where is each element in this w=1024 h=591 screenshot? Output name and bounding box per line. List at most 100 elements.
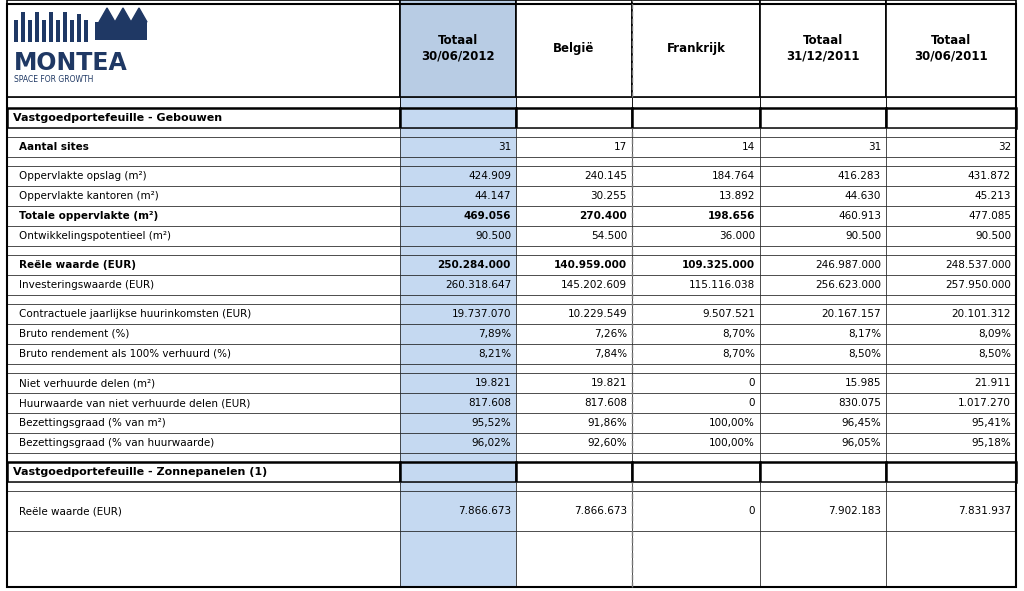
Bar bbox=[95, 22, 147, 40]
Text: 13.892: 13.892 bbox=[719, 191, 755, 201]
Text: 19.821: 19.821 bbox=[591, 378, 627, 388]
Text: 7.866.673: 7.866.673 bbox=[573, 506, 627, 516]
Bar bbox=[760, 413, 886, 433]
Bar bbox=[632, 0, 760, 97]
Bar bbox=[886, 108, 1016, 128]
Bar bbox=[760, 364, 886, 373]
Bar bbox=[7, 97, 400, 108]
Bar bbox=[760, 373, 886, 393]
Bar bbox=[632, 304, 760, 324]
Text: 30.255: 30.255 bbox=[591, 191, 627, 201]
Bar bbox=[886, 433, 1016, 453]
Bar bbox=[516, 275, 632, 295]
Text: 477.085: 477.085 bbox=[968, 211, 1011, 221]
Text: MONTEA: MONTEA bbox=[14, 51, 128, 75]
Bar bbox=[7, 157, 400, 166]
Text: 8,50%: 8,50% bbox=[848, 349, 881, 359]
Bar bbox=[7, 364, 400, 373]
Text: 90.500: 90.500 bbox=[975, 231, 1011, 241]
Bar bbox=[760, 128, 886, 137]
Bar bbox=[400, 97, 516, 108]
Bar bbox=[632, 255, 760, 275]
Text: 9.507.521: 9.507.521 bbox=[702, 309, 755, 319]
Bar bbox=[632, 157, 760, 166]
Text: 469.056: 469.056 bbox=[464, 211, 511, 221]
Bar bbox=[400, 275, 516, 295]
Bar bbox=[84, 20, 88, 42]
Bar bbox=[7, 482, 400, 491]
Text: 7,89%: 7,89% bbox=[478, 329, 511, 339]
Bar bbox=[7, 166, 400, 186]
Text: 0: 0 bbox=[749, 398, 755, 408]
Bar bbox=[400, 433, 516, 453]
Bar bbox=[632, 373, 760, 393]
Text: Reële waarde (EUR): Reële waarde (EUR) bbox=[19, 506, 122, 516]
Bar bbox=[28, 20, 32, 42]
Bar bbox=[400, 344, 516, 364]
Bar bbox=[49, 12, 53, 42]
Bar bbox=[516, 157, 632, 166]
Bar bbox=[400, 491, 516, 531]
Bar bbox=[516, 531, 632, 587]
Bar bbox=[400, 364, 516, 373]
Text: 95,18%: 95,18% bbox=[971, 438, 1011, 448]
Bar bbox=[516, 491, 632, 531]
Text: 36.000: 36.000 bbox=[719, 231, 755, 241]
Bar bbox=[760, 324, 886, 344]
Text: Totaal
30/06/2012: Totaal 30/06/2012 bbox=[421, 34, 495, 63]
Bar bbox=[400, 246, 516, 255]
Bar bbox=[516, 166, 632, 186]
Text: 240.145: 240.145 bbox=[584, 171, 627, 181]
Bar bbox=[760, 531, 886, 587]
Text: 96,45%: 96,45% bbox=[842, 418, 881, 428]
Text: 250.284.000: 250.284.000 bbox=[437, 260, 511, 270]
Bar bbox=[7, 453, 400, 462]
Bar bbox=[632, 393, 760, 413]
Bar bbox=[760, 97, 886, 108]
Bar bbox=[42, 20, 46, 42]
Bar bbox=[760, 491, 886, 531]
Bar bbox=[760, 157, 886, 166]
Bar bbox=[7, 246, 400, 255]
Bar bbox=[760, 0, 886, 97]
Text: 184.764: 184.764 bbox=[712, 171, 755, 181]
Bar bbox=[516, 393, 632, 413]
Text: 140.959.000: 140.959.000 bbox=[554, 260, 627, 270]
Bar bbox=[35, 12, 39, 42]
Bar bbox=[7, 186, 400, 206]
Text: Bezettingsgraad (% van m²): Bezettingsgraad (% van m²) bbox=[19, 418, 166, 428]
Bar bbox=[22, 12, 25, 42]
Bar bbox=[63, 12, 67, 42]
Bar bbox=[7, 108, 400, 128]
Bar bbox=[7, 275, 400, 295]
Bar bbox=[632, 491, 760, 531]
Bar bbox=[760, 344, 886, 364]
Text: 270.400: 270.400 bbox=[580, 211, 627, 221]
Bar bbox=[77, 14, 81, 42]
Bar bbox=[760, 255, 886, 275]
Bar bbox=[760, 433, 886, 453]
Bar bbox=[400, 413, 516, 433]
Bar bbox=[7, 462, 400, 482]
Bar bbox=[632, 413, 760, 433]
Bar bbox=[7, 226, 400, 246]
Bar bbox=[632, 108, 760, 128]
Text: Ontwikkelingspotentieel (m²): Ontwikkelingspotentieel (m²) bbox=[19, 231, 171, 241]
Bar bbox=[516, 304, 632, 324]
Bar bbox=[516, 462, 632, 482]
Bar bbox=[516, 324, 632, 344]
Bar bbox=[886, 344, 1016, 364]
Text: 7,84%: 7,84% bbox=[594, 349, 627, 359]
Text: 431.872: 431.872 bbox=[968, 171, 1011, 181]
Bar bbox=[70, 20, 74, 42]
Text: 260.318.647: 260.318.647 bbox=[444, 280, 511, 290]
Text: 95,41%: 95,41% bbox=[971, 418, 1011, 428]
Bar bbox=[516, 453, 632, 462]
Bar bbox=[7, 324, 400, 344]
Bar bbox=[886, 226, 1016, 246]
Bar bbox=[516, 206, 632, 226]
Bar bbox=[400, 206, 516, 226]
Bar bbox=[400, 226, 516, 246]
Bar bbox=[516, 255, 632, 275]
Bar bbox=[516, 413, 632, 433]
